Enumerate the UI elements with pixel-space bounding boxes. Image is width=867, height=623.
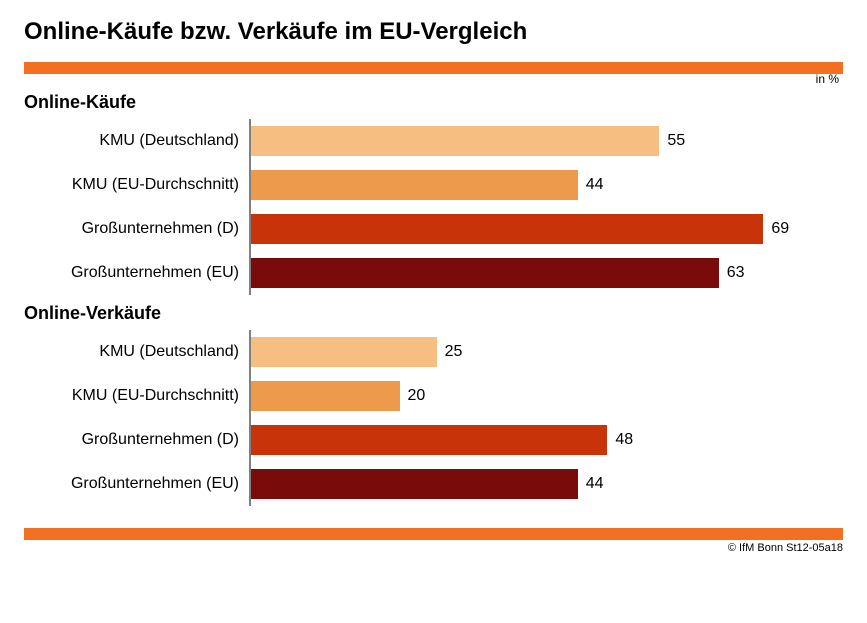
bottom-rule xyxy=(24,528,843,540)
bar-row: KMU (EU-Durchschnitt) 20 xyxy=(24,374,843,418)
category-label: Großunternehmen (EU) xyxy=(24,264,249,282)
y-axis xyxy=(249,119,251,163)
bar xyxy=(251,258,719,288)
bar-area: 44 xyxy=(249,462,843,506)
bar-area: 69 xyxy=(249,207,843,251)
category-label: Großunternehmen (EU) xyxy=(24,475,249,493)
bar-value: 25 xyxy=(445,343,463,361)
category-label: Großunternehmen (D) xyxy=(24,220,249,238)
top-rule xyxy=(24,62,843,74)
credit-line: © IfM Bonn St12-05a18 xyxy=(24,542,843,554)
bar-value: 44 xyxy=(586,475,604,493)
y-axis xyxy=(249,163,251,207)
bar-row: Großunternehmen (D) 69 xyxy=(24,207,843,251)
y-axis xyxy=(249,207,251,251)
category-label: KMU (EU-Durchschnitt) xyxy=(24,387,249,405)
section-label: Online-Käufe xyxy=(24,92,843,113)
category-label: Großunternehmen (D) xyxy=(24,431,249,449)
chart-page: Online-Käufe bzw. Verkäufe im EU-Verglei… xyxy=(0,0,867,623)
bar xyxy=(251,469,578,499)
bar-value: 44 xyxy=(586,176,604,194)
y-axis xyxy=(249,251,251,295)
bar-value: 63 xyxy=(727,264,745,282)
bar xyxy=(251,170,578,200)
bar-area: 25 xyxy=(249,330,843,374)
bar-row: KMU (Deutschland) 25 xyxy=(24,330,843,374)
bar xyxy=(251,381,400,411)
chart-title: Online-Käufe bzw. Verkäufe im EU-Verglei… xyxy=(24,18,843,46)
section-label: Online-Verkäufe xyxy=(24,303,843,324)
category-label: KMU (Deutschland) xyxy=(24,132,249,150)
bar-value: 48 xyxy=(615,431,633,449)
bar-row: Großunternehmen (D) 48 xyxy=(24,418,843,462)
y-axis xyxy=(249,418,251,462)
bar-value: 55 xyxy=(667,132,685,150)
bar xyxy=(251,337,437,367)
bar-area: 48 xyxy=(249,418,843,462)
unit-label: in % xyxy=(816,72,839,86)
category-label: KMU (EU-Durchschnitt) xyxy=(24,176,249,194)
y-axis xyxy=(249,330,251,374)
bar-row: KMU (Deutschland) 55 xyxy=(24,119,843,163)
bar-row: Großunternehmen (EU) 63 xyxy=(24,251,843,295)
category-label: KMU (Deutschland) xyxy=(24,343,249,361)
bar-area: 44 xyxy=(249,163,843,207)
bar-value: 69 xyxy=(771,220,789,238)
bar-row: KMU (EU-Durchschnitt) 44 xyxy=(24,163,843,207)
bar-value: 20 xyxy=(408,387,426,405)
bar-area: 55 xyxy=(249,119,843,163)
bar xyxy=(251,425,607,455)
bar-row: Großunternehmen (EU) 44 xyxy=(24,462,843,506)
y-axis xyxy=(249,462,251,506)
chart-body: Online-Käufe KMU (Deutschland) 55 KMU (E… xyxy=(24,92,843,506)
bar xyxy=(251,126,659,156)
bar xyxy=(251,214,763,244)
y-axis xyxy=(249,374,251,418)
bar-area: 20 xyxy=(249,374,843,418)
bar-area: 63 xyxy=(249,251,843,295)
